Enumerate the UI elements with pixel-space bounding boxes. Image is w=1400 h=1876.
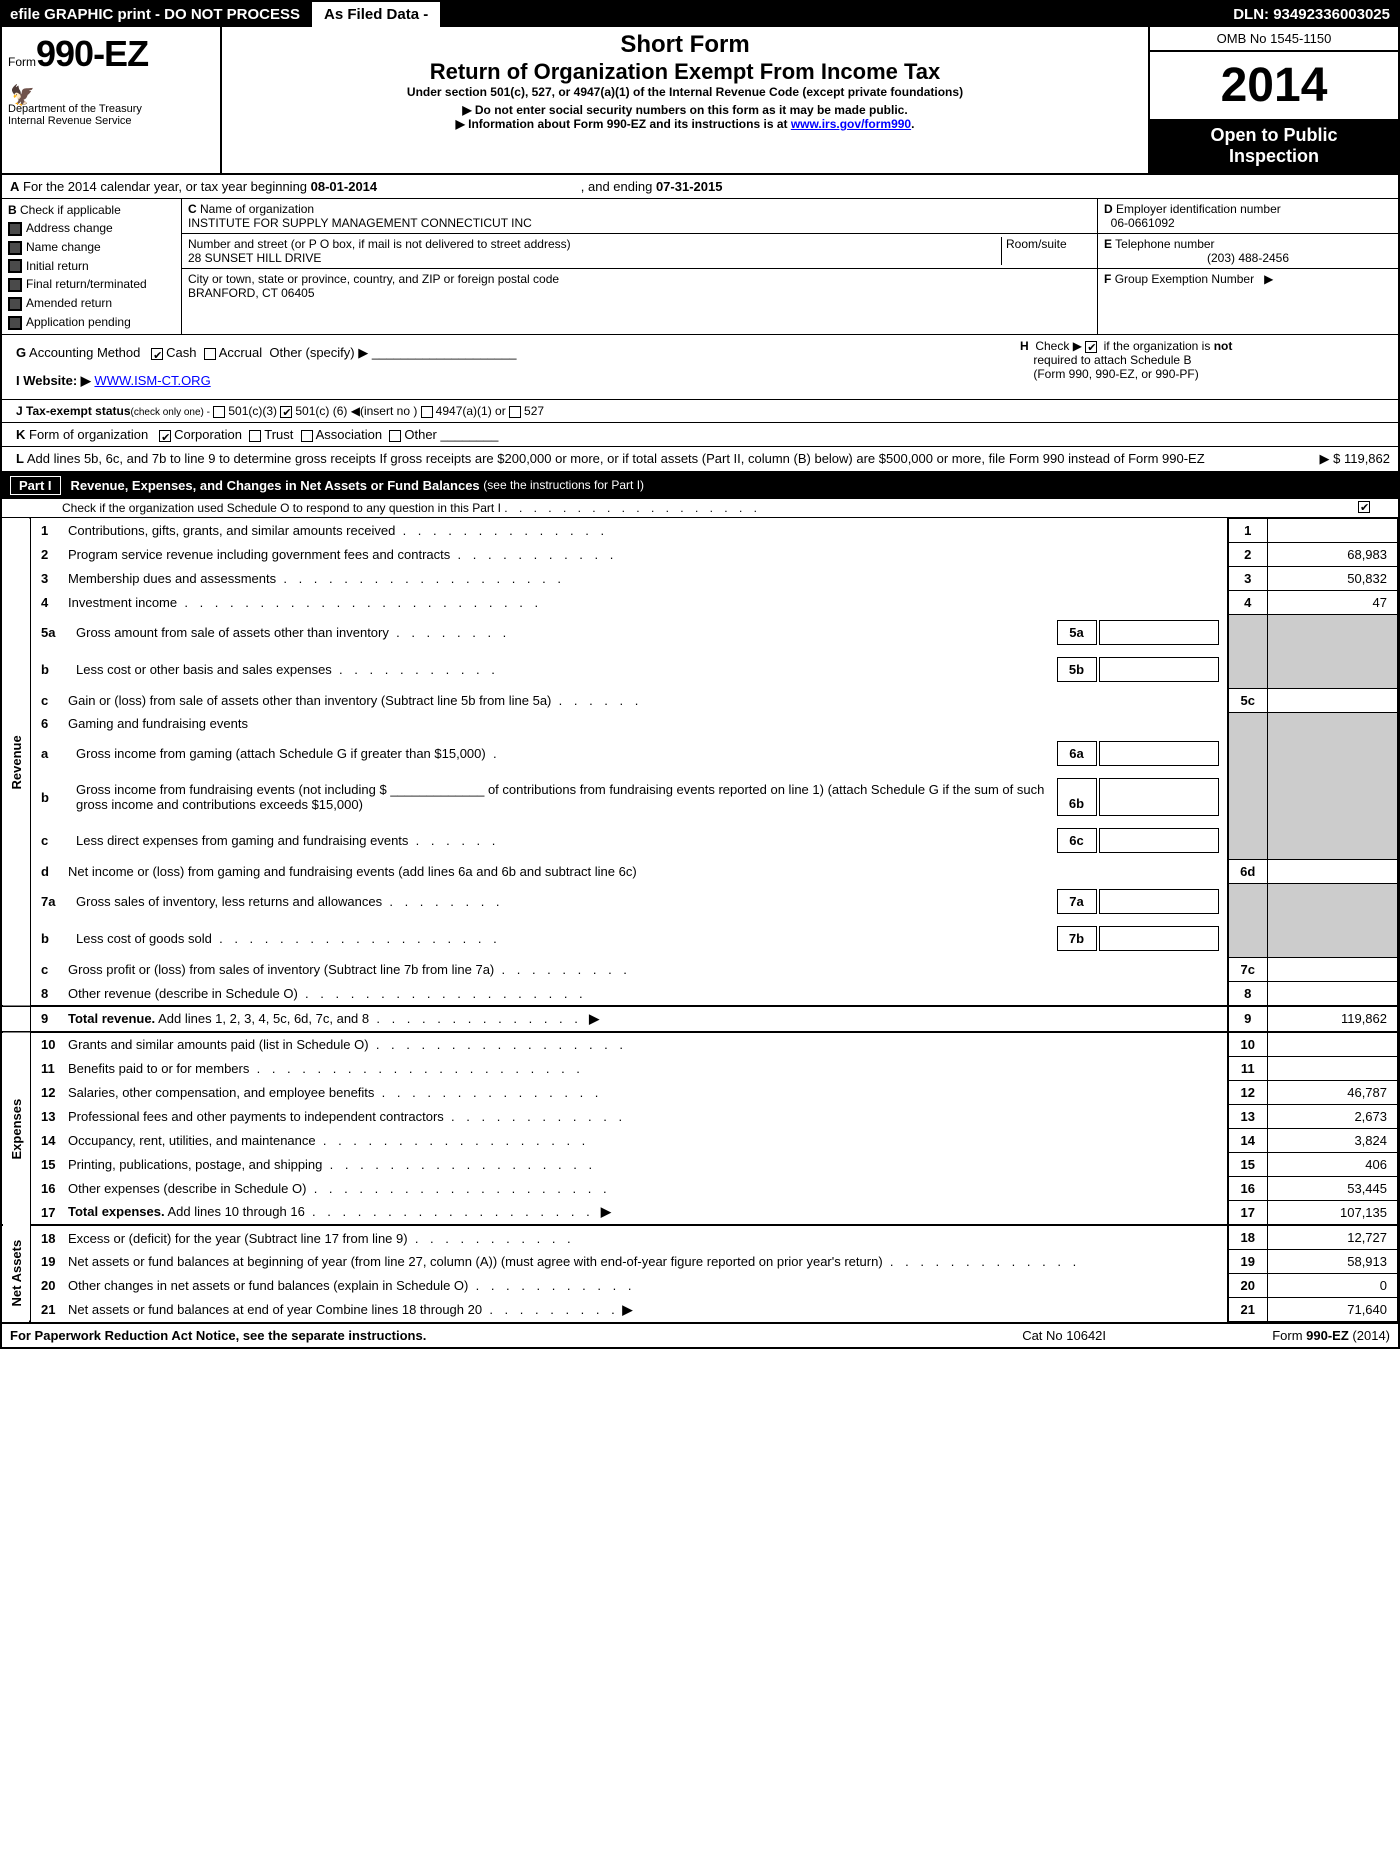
table-row: Expenses 10 Grants and similar amounts p… [2,1032,1398,1057]
checkbox-part1-schedule-o[interactable] [1358,501,1370,513]
omb-number: OMB No 1545-1150 [1150,27,1398,52]
subtitle-2: ▶ Do not enter social security numbers o… [230,103,1140,117]
table-row: 11 Benefits paid to or for members . . .… [2,1056,1398,1080]
line-g-h: G Accounting Method Cash Accrual Other (… [2,335,1398,399]
checkbox-name-change[interactable] [8,241,22,255]
subtitle-3: ▶ Information about Form 990-EZ and its … [230,117,1140,131]
line-k: K Form of organization Corporation Trust… [2,422,1398,446]
table-row: 14 Occupancy, rent, utilities, and maint… [2,1128,1398,1152]
checkbox-address-change[interactable] [8,222,22,236]
checkbox-501c[interactable] [280,406,292,418]
dln: DLN: 93492336003025 [1225,2,1398,27]
telephone: (203) 488-2456 [1104,251,1392,265]
checkbox-501c3[interactable] [213,406,225,418]
table-row: 6 Gaming and fundraising events [2,712,1398,735]
org-city: BRANFORD, CT 06405 [188,286,315,300]
table-row: b Gross income from fundraising events (… [2,772,1398,822]
checkbox-initial-return[interactable] [8,259,22,273]
table-row: Revenue 1 Contributions, gifts, grants, … [2,518,1398,542]
irs-link[interactable]: www.irs.gov/form990 [791,117,911,131]
table-row: 12 Salaries, other compensation, and emp… [2,1080,1398,1104]
checkbox-final-return[interactable] [8,278,22,292]
short-form-title: Short Form [230,31,1140,59]
table-row: b Less cost of goods sold . . . . . . . … [2,920,1398,957]
line-j: J Tax-exempt status(check only one) - 50… [2,399,1398,422]
table-row: 7a Gross sales of inventory, less return… [2,883,1398,920]
checkbox-accrual[interactable] [204,348,216,360]
header-left: Form990-EZ 🦅 Department of the Treasury … [2,27,222,173]
topbar-left: efile GRAPHIC print - DO NOT PROCESS [2,2,308,27]
table-row: 21 Net assets or fund balances at end of… [2,1298,1398,1322]
box-c: C Name of organization INSTITUTE FOR SUP… [182,199,1098,334]
dept-treasury: Department of the Treasury [8,103,214,115]
checkbox-trust[interactable] [249,430,261,442]
checkbox-corp[interactable] [159,430,171,442]
table-row: 5a Gross amount from sale of assets othe… [2,614,1398,651]
table-row: 4 Investment income . . . . . . . . . . … [2,590,1398,614]
checkbox-h[interactable] [1085,341,1097,353]
table-row: c Gross profit or (loss) from sales of i… [2,957,1398,981]
part-1-checkline: Check if the organization used Schedule … [2,499,1398,518]
line-a: A For the 2014 calendar year, or tax yea… [2,175,1398,199]
header: Form990-EZ 🦅 Department of the Treasury … [2,27,1398,175]
checkbox-527[interactable] [509,406,521,418]
checkbox-other-org[interactable] [389,430,401,442]
netassets-side-label: Net Assets [2,1225,30,1322]
checkbox-assoc[interactable] [301,430,313,442]
gross-receipts: $ 119,862 [1333,451,1390,466]
table-row: 17 Total expenses. Add lines 10 through … [2,1200,1398,1225]
org-name: INSTITUTE FOR SUPPLY MANAGEMENT CONNECTI… [188,216,532,230]
part-1-table: Revenue 1 Contributions, gifts, grants, … [2,518,1398,1323]
checkbox-amended[interactable] [8,297,22,311]
form-page: efile GRAPHIC print - DO NOT PROCESS As … [0,0,1400,1349]
box-bcdef: B Check if applicable Address change Nam… [2,199,1398,334]
line-h: H Check ▶ if the organization is not req… [1010,339,1390,395]
line-l: L Add lines 5b, 6c, and 7b to line 9 to … [2,446,1398,471]
footer: For Paperwork Reduction Act Notice, see … [2,1322,1398,1347]
form-number: 990-EZ [36,33,148,74]
table-row: Net Assets 18 Excess or (deficit) for th… [2,1225,1398,1250]
table-row: 3 Membership dues and assessments . . . … [2,566,1398,590]
return-title: Return of Organization Exempt From Incom… [230,59,1140,85]
subtitle-1: Under section 501(c), 527, or 4947(a)(1)… [230,85,1140,99]
table-row: 16 Other expenses (describe in Schedule … [2,1176,1398,1200]
table-row: 13 Professional fees and other payments … [2,1104,1398,1128]
part-1-header: Part I Revenue, Expenses, and Changes in… [2,472,1398,499]
table-row: 9 Total revenue. Add lines 1, 2, 3, 4, 5… [2,1006,1398,1032]
irs-eagle-icon: 🦅 [10,83,35,108]
table-row: b Less cost or other basis and sales exp… [2,651,1398,688]
checkbox-cash[interactable] [151,348,163,360]
room-suite-label: Room/suite [1001,237,1091,265]
revenue-side-label: Revenue [2,518,30,1006]
table-row: 20 Other changes in net assets or fund b… [2,1274,1398,1298]
box-b: B Check if applicable Address change Nam… [2,199,182,334]
header-right: OMB No 1545-1150 2014 Open to Public Ins… [1148,27,1398,173]
org-street: 28 SUNSET HILL DRIVE [188,251,321,265]
topbar: efile GRAPHIC print - DO NOT PROCESS As … [2,2,1398,27]
table-row: 8 Other revenue (describe in Schedule O)… [2,981,1398,1006]
open-public: Open to Public Inspection [1150,119,1398,173]
box-def: D Employer identification number 06-0661… [1098,199,1398,334]
checkbox-application-pending[interactable] [8,316,22,330]
irs-label: Internal Revenue Service [8,115,214,127]
table-row: c Less direct expenses from gaming and f… [2,822,1398,859]
header-mid: Short Form Return of Organization Exempt… [222,27,1148,173]
table-row: d Net income or (loss) from gaming and f… [2,859,1398,883]
topbar-mid: As Filed Data - [312,2,440,27]
table-row: 19 Net assets or fund balances at beginn… [2,1250,1398,1274]
table-row: a Gross income from gaming (attach Sched… [2,735,1398,772]
tax-year: 2014 [1150,52,1398,119]
table-row: 2 Program service revenue including gove… [2,542,1398,566]
website-link[interactable]: WWW.ISM-CT.ORG [94,373,210,388]
checkbox-4947[interactable] [421,406,433,418]
expenses-side-label: Expenses [2,1032,30,1226]
table-row: c Gain or (loss) from sale of assets oth… [2,688,1398,712]
ein: 06-0661092 [1111,216,1175,230]
table-row: 15 Printing, publications, postage, and … [2,1152,1398,1176]
